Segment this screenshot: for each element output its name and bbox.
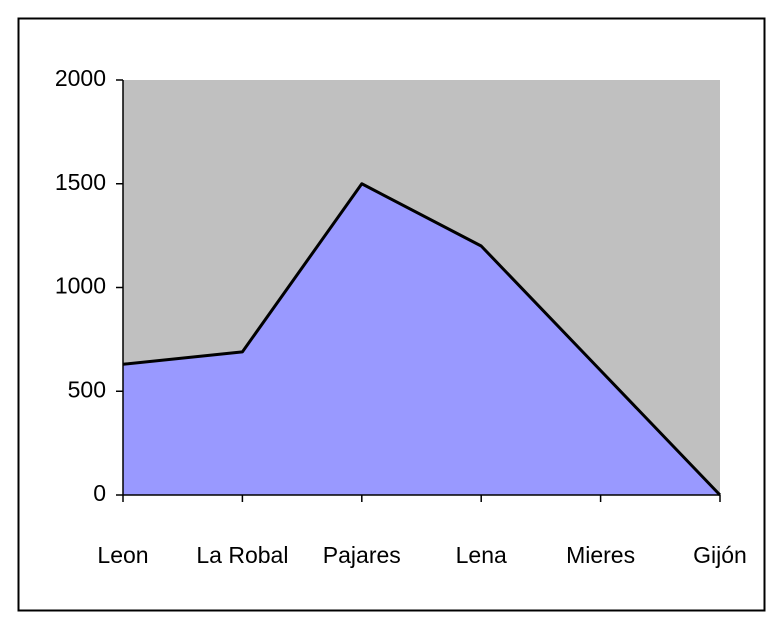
x-tick-label: Lena bbox=[456, 542, 507, 568]
x-tick-label: Mieres bbox=[566, 542, 635, 568]
y-tick-label: 1500 bbox=[55, 169, 106, 195]
y-tick-label: 1000 bbox=[55, 273, 106, 299]
x-tick-label: Pajares bbox=[323, 542, 401, 568]
y-tick-label: 2000 bbox=[55, 65, 106, 91]
y-tick-label: 0 bbox=[93, 480, 106, 506]
x-tick-label: La Robal bbox=[196, 542, 288, 568]
x-tick-label: Gijón bbox=[693, 542, 747, 568]
area-line bbox=[122, 182, 722, 497]
area-fill bbox=[123, 183, 720, 495]
y-tick-label: 500 bbox=[68, 376, 106, 402]
x-tick-label: Leon bbox=[97, 542, 148, 568]
